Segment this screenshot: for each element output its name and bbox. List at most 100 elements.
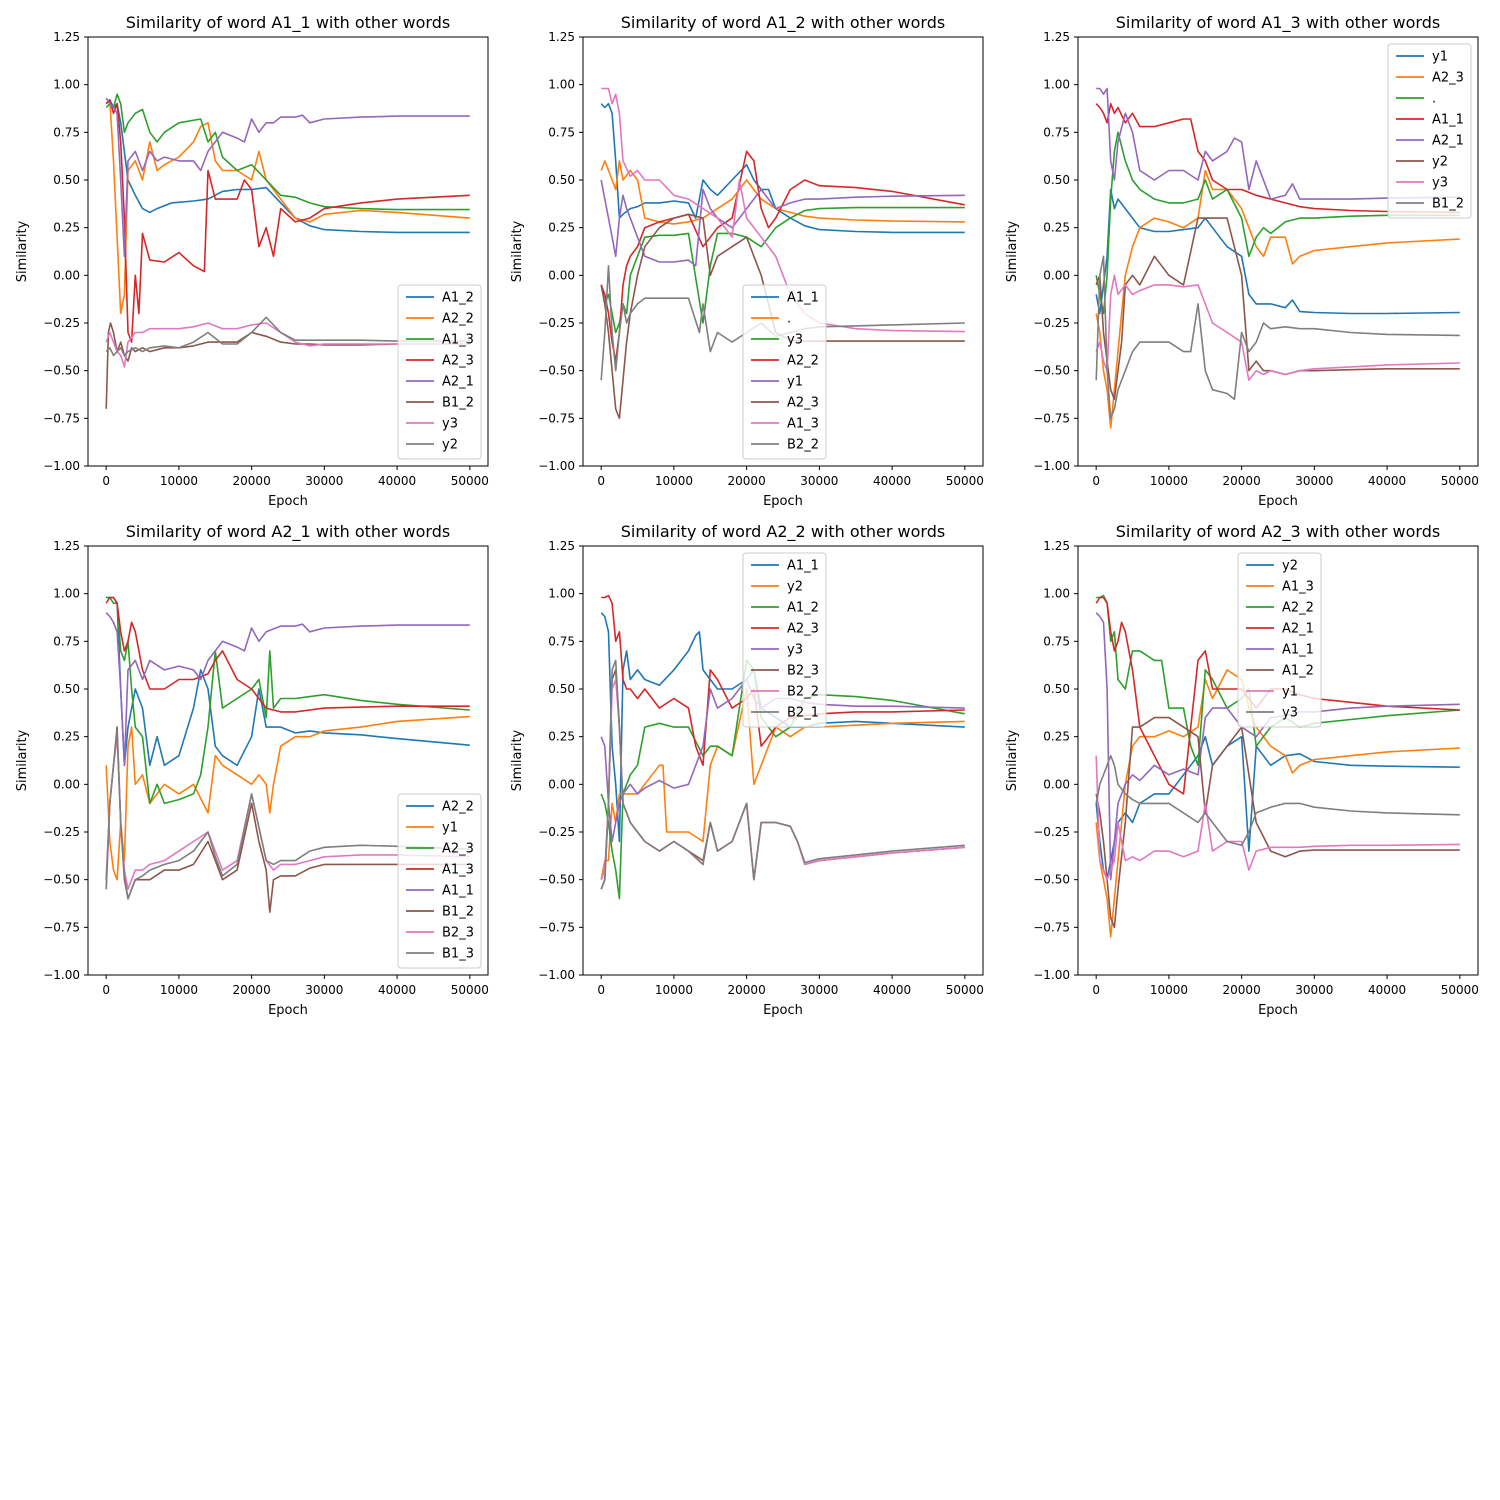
y-tick-label: 0.25 xyxy=(1043,730,1070,744)
legend-entry: A2_3 xyxy=(442,354,474,369)
series-line-A2_1 xyxy=(105,97,470,258)
legend-entry: B1_3 xyxy=(442,947,474,962)
y-tick-label: 0.50 xyxy=(548,682,575,696)
x-tick-label: 50000 xyxy=(946,474,984,488)
subplot-2: 0 10000 20000 30000 40000 50000 −1.00 −0.75 −0.5… xyxy=(510,13,984,509)
y-tick-label: 1.00 xyxy=(53,78,80,92)
x-tick-label: 40000 xyxy=(873,474,911,488)
legend-entry: B1_2 xyxy=(442,396,474,411)
subplot-1: 0 10000 20000 30000 40000 50000 −1.00 −0.75 −0.5… xyxy=(15,13,489,509)
series-line-y3 xyxy=(1095,754,1460,847)
series-line-y3 xyxy=(1095,274,1460,382)
legend-entry: y2 xyxy=(442,438,458,453)
legend-entry: A1_3 xyxy=(787,417,819,432)
x-tick-label: 30000 xyxy=(800,474,838,488)
y-tick-label: 0.25 xyxy=(53,730,80,744)
series-line-A2_2 xyxy=(105,99,470,315)
x-axis-label: Epoch xyxy=(763,1003,803,1018)
series-line-. xyxy=(600,160,965,225)
legend-entry: A1_2 xyxy=(787,601,819,616)
x-tick-label: 50000 xyxy=(1441,983,1479,997)
legend-entry: y3 xyxy=(787,643,803,658)
axes-frame xyxy=(1077,36,1479,467)
x-tick-label: 20000 xyxy=(728,983,766,997)
legend: y1 A2_3. A1_1 A2_1 y2 y3 B1_2 xyxy=(1387,43,1472,219)
legend-entry: A1_1 xyxy=(787,559,819,574)
y-tick-label: −1.00 xyxy=(43,459,80,473)
legend-entry: A2_2 xyxy=(1282,601,1314,616)
chart-title: Similarity of word A1_3 with other words xyxy=(1116,13,1440,33)
y-tick-label: 0.00 xyxy=(548,268,575,282)
series-line-A1_3 xyxy=(105,93,470,211)
y-tick-label: −0.50 xyxy=(43,364,80,378)
series-line-A2_1 xyxy=(1096,87,1460,200)
series-line-A1_1 xyxy=(1095,102,1460,214)
chart-title: Similarity of word A2_2 with other words xyxy=(621,522,945,542)
series-line-y2 xyxy=(105,316,470,357)
x-tick-label: 0 xyxy=(1092,474,1100,488)
x-tick-label: 20000 xyxy=(1223,474,1261,488)
x-tick-label: 50000 xyxy=(1441,474,1479,488)
legend: A1_1 y2 A1_2 A2_3 y3 B2_3 B2_2 B2_1 xyxy=(742,552,827,728)
series-line-A1_3 xyxy=(1095,669,1460,938)
series-line-A1_1 xyxy=(600,102,965,234)
legend-entry: y1 xyxy=(1282,685,1298,700)
y-tick-label: 0.75 xyxy=(1043,125,1070,139)
y-tick-label: −0.50 xyxy=(43,873,80,887)
series-line-B2_1 xyxy=(600,659,965,890)
legend-entry: A1_1 xyxy=(787,291,819,306)
y-tick-label: 0.25 xyxy=(53,221,80,235)
y-tick-label: −0.50 xyxy=(538,873,575,887)
legend-box xyxy=(1237,552,1322,728)
y-tick-label: −0.50 xyxy=(1033,364,1070,378)
legend-box xyxy=(397,793,482,969)
x-axis-label: Epoch xyxy=(268,1003,308,1018)
x-tick-label: 30000 xyxy=(305,474,343,488)
y-tick-label: 1.25 xyxy=(53,539,80,553)
y-tick-label: 0.75 xyxy=(53,125,80,139)
y-tick-label: −1.00 xyxy=(538,968,575,982)
series-line-. xyxy=(1095,131,1460,315)
legend-entry: B2_2 xyxy=(787,685,819,700)
y-tick-label: 0.75 xyxy=(548,125,575,139)
legend-entry: A2_1 xyxy=(442,375,474,390)
y-tick-label: 0.00 xyxy=(548,777,575,791)
x-tick-label: 40000 xyxy=(378,983,416,997)
legend-entry: A1_1 xyxy=(1432,113,1464,128)
legend-box xyxy=(1387,43,1472,219)
y-tick-label: 1.25 xyxy=(548,539,575,553)
x-tick-label: 20000 xyxy=(728,474,766,488)
legend-box xyxy=(742,552,827,728)
x-tick-label: 30000 xyxy=(800,983,838,997)
series-line-y2 xyxy=(600,688,965,880)
x-tick-label: 20000 xyxy=(233,983,271,997)
legend-entry: B2_2 xyxy=(787,438,819,453)
x-tick-label: 40000 xyxy=(1368,474,1406,488)
chart-title: Similarity of word A1_2 with other words xyxy=(621,13,945,33)
y-tick-label: 1.00 xyxy=(548,587,575,601)
legend-entry: A2_2 xyxy=(442,800,474,815)
legend-box xyxy=(742,284,827,460)
legend-entry: y1 xyxy=(442,821,458,836)
y-axis-label: Similarity xyxy=(1005,729,1020,791)
x-tick-label: 30000 xyxy=(305,983,343,997)
plot-area xyxy=(105,596,470,913)
y-tick-label: −1.00 xyxy=(43,968,80,982)
y-tick-label: 1.25 xyxy=(548,30,575,44)
y-tick-label: 1.25 xyxy=(1043,539,1070,553)
legend: A1_2 A2_2 A1_3 A2_3 A2_1 B1_2 y3 y2 xyxy=(397,284,482,460)
legend-entry: y1 xyxy=(787,375,803,390)
y-tick-label: −0.25 xyxy=(43,316,80,330)
x-tick-label: 30000 xyxy=(1295,474,1333,488)
legend-entry: y2 xyxy=(787,580,803,595)
y-tick-label: 0.25 xyxy=(548,730,575,744)
y-tick-label: 0.00 xyxy=(1043,777,1070,791)
legend-entry: A1_3 xyxy=(442,863,474,878)
legend-entry: y1 xyxy=(1432,50,1448,65)
x-tick-label: 10000 xyxy=(160,474,198,488)
x-tick-label: 30000 xyxy=(1295,983,1333,997)
legend-entry: y2 xyxy=(1432,155,1448,170)
legend-entry: A2_1 xyxy=(1282,622,1314,637)
legend-entry: B2_3 xyxy=(442,926,474,941)
